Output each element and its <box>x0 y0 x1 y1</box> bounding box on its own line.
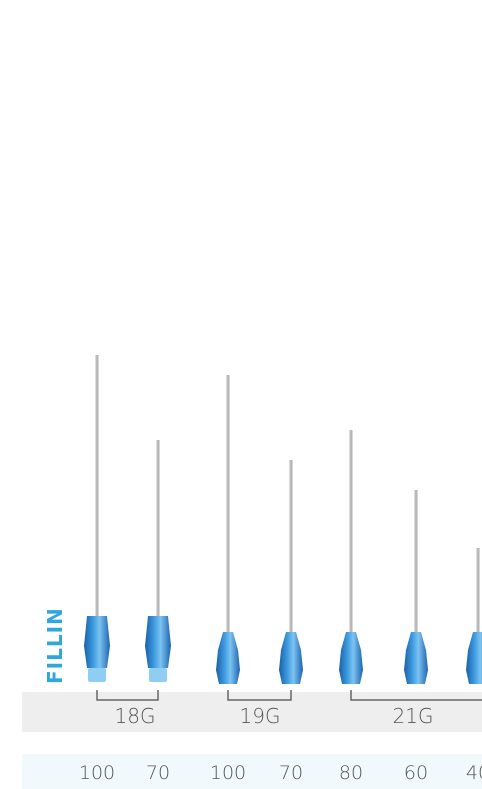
gauge-label: 18G <box>115 704 156 728</box>
needle-shaft <box>414 490 418 636</box>
bracket <box>96 690 159 701</box>
bracket <box>350 690 482 701</box>
hub-collar <box>149 668 167 682</box>
needle-shaft <box>349 430 353 636</box>
needle-hub <box>279 632 303 684</box>
length-label: 70 <box>279 762 303 784</box>
needle-hub <box>339 632 363 684</box>
gauge-band <box>22 692 482 732</box>
length-label: 100 <box>210 762 246 784</box>
gauge-label: 21G <box>393 704 434 728</box>
needle-shaft <box>156 440 160 620</box>
needle-hub <box>84 616 110 668</box>
bracket <box>227 690 292 701</box>
length-label: 60 <box>404 762 428 784</box>
needle-hub <box>145 616 171 668</box>
length-band <box>22 754 482 789</box>
needle-shaft <box>226 375 230 636</box>
length-label: 70 <box>146 762 170 784</box>
gauge-label: 19G <box>240 704 281 728</box>
needle-shaft <box>476 548 480 636</box>
length-label: 80 <box>339 762 363 784</box>
needles <box>84 355 482 684</box>
needle-hub <box>216 632 240 684</box>
length-label: 40 <box>466 762 482 784</box>
length-label: 100 <box>79 762 115 784</box>
hub-collar <box>88 668 106 682</box>
brand-label: FILLIN <box>43 607 67 684</box>
needle-hub <box>466 632 482 684</box>
needle-hub <box>404 632 428 684</box>
needle-shaft <box>95 355 99 620</box>
needle-shaft <box>289 460 293 636</box>
